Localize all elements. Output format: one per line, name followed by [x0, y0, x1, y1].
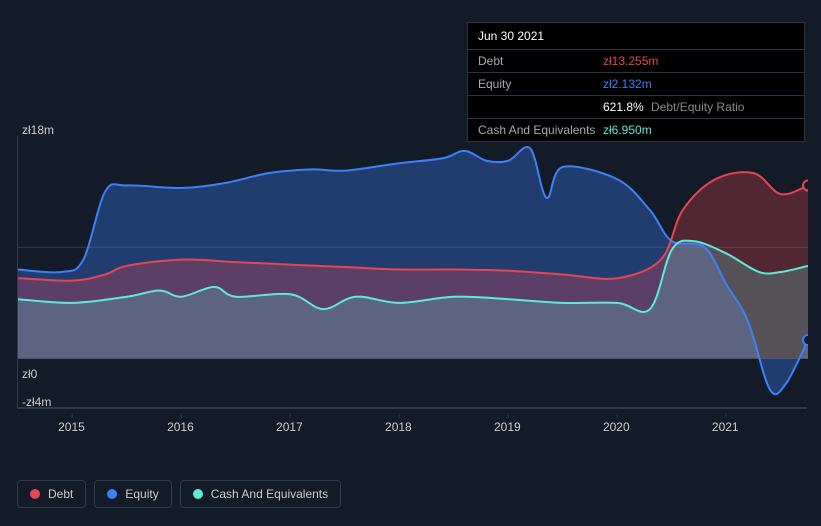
xaxis-tick: 2015	[58, 420, 85, 434]
legend-swatch	[30, 489, 40, 499]
tooltip-row-equity: Equity zł2.132m	[468, 72, 804, 95]
legend-label: Cash And Equivalents	[211, 487, 328, 501]
series-end-marker	[803, 335, 808, 345]
ratio-suffix: Debt/Equity Ratio	[651, 100, 744, 114]
plot-area[interactable]	[17, 136, 807, 408]
series-end-marker	[803, 180, 808, 190]
xaxis-tick: 2020	[603, 420, 630, 434]
legend-swatch	[193, 489, 203, 499]
tooltip-label-equity: Equity	[478, 77, 603, 91]
tooltip-label-cash: Cash And Equivalents	[478, 123, 603, 137]
yaxis-label-max: zł18m	[22, 123, 54, 137]
legend-item-equity[interactable]: Equity	[94, 480, 171, 508]
tooltip-date: Jun 30 2021	[468, 23, 804, 49]
tooltip-value-ratio: 621.8% Debt/Equity Ratio	[603, 100, 744, 114]
legend-swatch	[107, 489, 117, 499]
chart-svg	[18, 136, 808, 408]
tooltip-panel: Jun 30 2021 Debt zł13.255m Equity zł2.13…	[467, 22, 805, 142]
xaxis-tick: 2021	[712, 420, 739, 434]
legend-item-cash-and-equivalents[interactable]: Cash And Equivalents	[180, 480, 341, 508]
tooltip-label-debt: Debt	[478, 54, 603, 68]
xaxis-tick: 2017	[276, 420, 303, 434]
tooltip-row-ratio: 621.8% Debt/Equity Ratio	[468, 95, 804, 118]
tooltip-row-cash: Cash And Equivalents zł6.950m	[468, 118, 804, 141]
tooltip-value-debt: zł13.255m	[603, 54, 658, 68]
tooltip-row-debt: Debt zł13.255m	[468, 49, 804, 72]
xaxis: 2015 2016 2017 2018 2019 2020 2021	[17, 414, 807, 434]
xaxis-tick: 2018	[385, 420, 412, 434]
xaxis-tick: 2019	[494, 420, 521, 434]
legend: Debt Equity Cash And Equivalents	[17, 480, 341, 508]
legend-label: Equity	[125, 487, 158, 501]
neg-axis-line	[17, 408, 807, 409]
xaxis-tick: 2016	[167, 420, 194, 434]
legend-label: Debt	[48, 487, 73, 501]
tooltip-value-cash: zł6.950m	[603, 123, 652, 137]
ratio-pct: 621.8%	[603, 100, 644, 114]
legend-item-debt[interactable]: Debt	[17, 480, 86, 508]
tooltip-value-equity: zł2.132m	[603, 77, 652, 91]
chart-container: Jun 30 2021 Debt zł13.255m Equity zł2.13…	[0, 0, 821, 526]
tooltip-label-ratio	[478, 100, 603, 114]
